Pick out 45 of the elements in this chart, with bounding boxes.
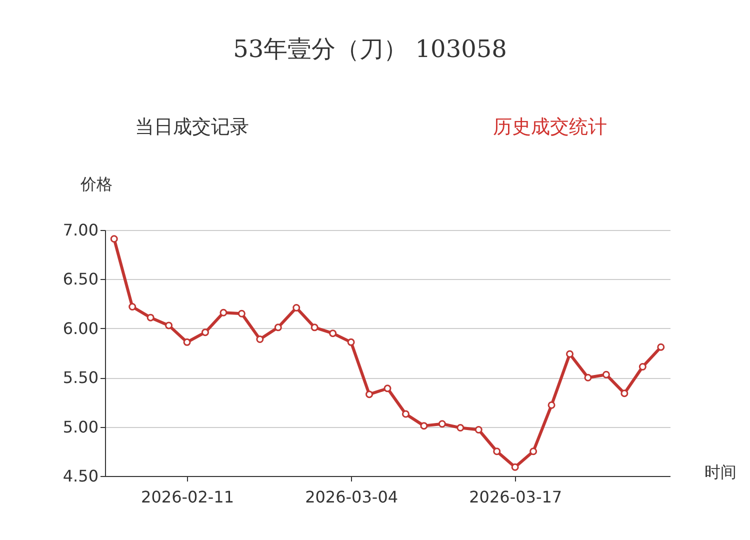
point xyxy=(292,304,300,312)
point xyxy=(493,448,501,456)
y-tick-label: 5.00 xyxy=(62,417,98,436)
point xyxy=(602,370,610,378)
point xyxy=(657,343,665,351)
point xyxy=(620,390,628,398)
point xyxy=(474,426,482,434)
point xyxy=(566,350,574,358)
point xyxy=(183,338,191,346)
point xyxy=(456,424,464,432)
y-tick-label: 6.00 xyxy=(62,318,98,338)
x-tick-label: 2026-03-04 xyxy=(305,488,398,506)
point xyxy=(165,322,173,330)
point xyxy=(384,384,392,392)
point xyxy=(310,324,318,332)
point xyxy=(146,314,154,322)
chart-title: 53年壹分（刀） 103058 xyxy=(233,35,507,63)
point xyxy=(256,335,264,343)
point xyxy=(530,448,538,456)
x-axis-title: 时间 xyxy=(704,462,736,482)
text: 历史成交统计 xyxy=(493,116,607,138)
point xyxy=(128,303,136,310)
y-tick-label: 4.50 xyxy=(62,466,98,486)
point xyxy=(366,390,374,398)
x-tick-label: 2026-02-11 xyxy=(141,488,234,506)
point xyxy=(238,310,246,318)
point xyxy=(402,410,410,418)
text: 当日成交记录 xyxy=(135,116,249,138)
point xyxy=(329,330,337,338)
point xyxy=(274,324,282,332)
y-tick-label: 5.50 xyxy=(62,368,98,388)
y-tick-label: 6.50 xyxy=(62,270,98,289)
point xyxy=(548,401,556,409)
point xyxy=(420,422,428,430)
y-tick-label: 7.00 xyxy=(62,220,98,240)
point xyxy=(220,308,228,316)
point xyxy=(110,235,118,243)
y-axis-title: 价格 xyxy=(80,174,112,194)
point xyxy=(638,363,646,371)
point xyxy=(511,463,519,471)
point xyxy=(438,420,446,428)
x-tick-label: 2026-03-17 xyxy=(469,488,562,506)
point xyxy=(584,374,592,382)
point xyxy=(347,338,355,346)
point xyxy=(201,328,209,336)
